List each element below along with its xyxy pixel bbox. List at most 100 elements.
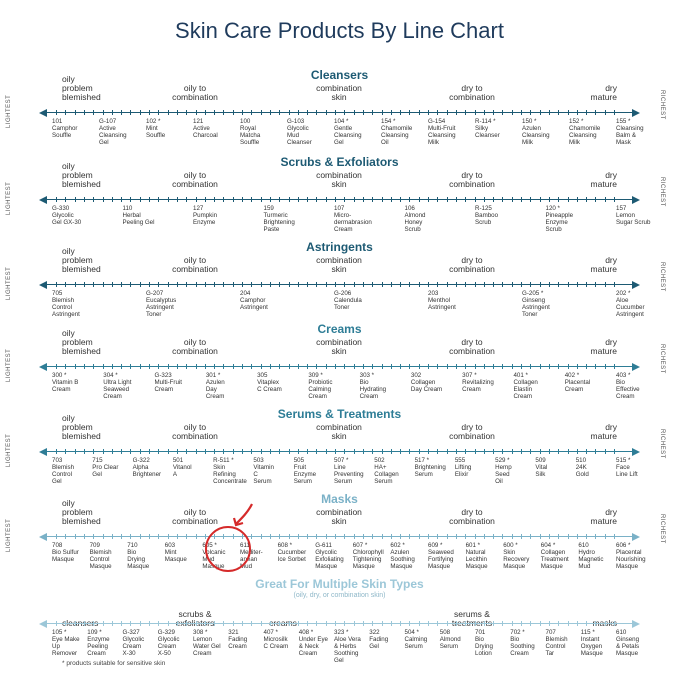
skin-type-label: dry to combination — [449, 170, 495, 189]
product-label: 505 Fruit Enzyme Serum — [293, 457, 317, 485]
axis-tick — [93, 282, 95, 287]
axis-tick — [167, 197, 169, 202]
product-label: 105 * Eye Make Up Remover — [52, 629, 80, 657]
product-label: 515 * Face Line Lift — [616, 457, 638, 478]
axis-tick — [511, 197, 513, 202]
product-label: G-322 Alpha Brightener — [132, 457, 162, 478]
axis-tick — [260, 621, 262, 626]
skin-type-label: oily to combination — [172, 255, 218, 274]
line-axis — [46, 623, 633, 624]
axis-tick — [130, 449, 132, 454]
axis-tick — [251, 534, 253, 539]
section-title: Creams — [317, 322, 362, 336]
axis-tick — [65, 110, 67, 115]
axis-tick — [539, 364, 541, 369]
axis-tick — [437, 282, 439, 287]
axis-tick — [83, 449, 85, 454]
product-label: 503 Vitamin C Serum — [253, 457, 274, 485]
product-label: 152 * Chamomile Cleansing Milk — [569, 118, 601, 146]
skin-type-label: combination skin — [316, 83, 362, 102]
axis-tick — [158, 534, 160, 539]
lightest-label: LIGHTEST — [6, 94, 12, 128]
axis-tick — [344, 449, 346, 454]
axis-tick — [530, 449, 532, 454]
axis-tick — [56, 110, 57, 115]
product-label: 323 * Aloe Vera & Herbs Soothing Gel — [334, 629, 361, 664]
axis-tick — [595, 449, 597, 454]
product-label: G-205 * Ginseng Astringent Toner — [522, 290, 550, 318]
axis-tick — [586, 282, 588, 287]
axis-tick — [372, 449, 374, 454]
skin-type-label: dry mature — [590, 507, 617, 526]
axis-tick — [539, 534, 541, 539]
skin-type-label: dry to combination — [449, 507, 495, 526]
product-label: G-103 Glycolic Mud Cleanser — [287, 118, 312, 146]
axis-tick — [111, 282, 113, 287]
axis-tick — [307, 534, 309, 539]
axis-tick — [307, 282, 309, 287]
skin-type-label: oily problem blemished — [62, 246, 101, 274]
axis-tick — [176, 197, 178, 202]
axis-tick — [558, 621, 560, 626]
axis-tick — [604, 364, 606, 369]
subnote: (oily, dry, or combination skin) — [293, 592, 386, 599]
axis-tick — [288, 282, 290, 287]
axis-tick — [362, 534, 364, 539]
axis-tick — [372, 534, 374, 539]
axis-tick — [353, 449, 355, 454]
product-label: 322 Fading Gel — [369, 629, 389, 650]
axis-tick — [390, 621, 392, 626]
product-label: 709 Blemish Control Masque — [89, 542, 112, 570]
axis-tick — [335, 621, 336, 626]
axis-tick — [232, 364, 234, 369]
axis-tick — [65, 364, 67, 369]
highlight-arrow-icon — [232, 503, 253, 527]
axis-tick — [604, 534, 606, 539]
axis-tick — [474, 534, 476, 539]
axis-tick — [297, 282, 299, 287]
axis-tick — [539, 282, 541, 287]
axis-tick — [102, 110, 104, 115]
axis-tick — [56, 621, 57, 626]
skin-type-label: combination skin — [316, 507, 362, 526]
axis-tick — [242, 282, 243, 287]
axis-tick — [344, 110, 346, 115]
axis-tick — [474, 110, 476, 115]
product-label: 309 * Probiotic Calming Cream — [308, 372, 333, 400]
axis-tick — [214, 197, 216, 202]
axis-tick — [325, 364, 327, 369]
axis-tick — [614, 534, 615, 539]
axis-tick — [223, 364, 225, 369]
line-axis — [46, 199, 633, 200]
line-axis — [46, 451, 633, 452]
axis-tick — [121, 534, 123, 539]
axis-tick — [437, 534, 439, 539]
axis-tick — [502, 621, 504, 626]
axis-tick — [362, 197, 364, 202]
axis-tick — [297, 534, 299, 539]
axis-tick — [474, 449, 476, 454]
axis-tick — [465, 621, 467, 626]
axis-tick — [418, 197, 420, 202]
axis-tick — [409, 282, 411, 287]
axis-tick — [455, 364, 457, 369]
axis-tick — [353, 364, 355, 369]
axis-tick — [437, 621, 439, 626]
axis-tick — [465, 449, 467, 454]
highlight-circle — [205, 526, 251, 572]
axis-tick — [307, 621, 309, 626]
axis-tick — [400, 282, 402, 287]
axis-tick — [381, 364, 383, 369]
product-label: 710 Bio Drying Masque — [127, 542, 150, 570]
axis-tick — [539, 110, 541, 115]
axis-tick — [325, 197, 327, 202]
axis-tick — [242, 364, 243, 369]
axis-tick — [558, 449, 560, 454]
axis-tick — [335, 364, 336, 369]
axis-tick — [325, 449, 327, 454]
axis-tick — [111, 621, 113, 626]
axis-tick — [576, 197, 578, 202]
product-label: 307 * Revitalizing Cream — [462, 372, 494, 393]
section-title: Serums & Treatments — [277, 407, 402, 421]
axis-tick — [56, 282, 57, 287]
